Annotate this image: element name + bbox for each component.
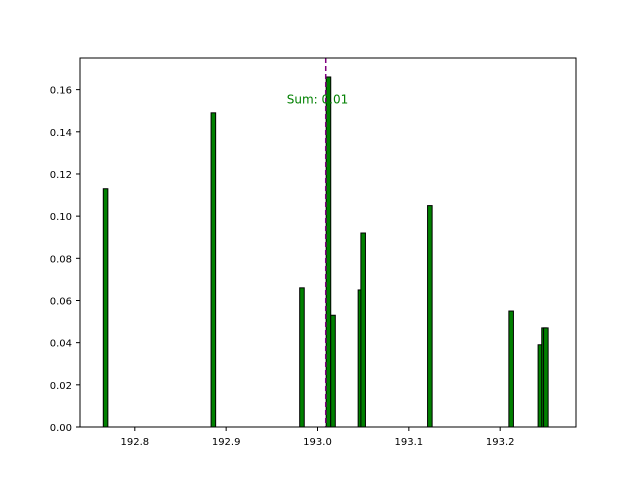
histogram-bar: [325, 76, 332, 428]
x-axis: 192.8 192.9 193.0 193.1 193.2: [120, 427, 515, 448]
x-tick-label: 192.8: [120, 437, 149, 448]
y-tick-label: 0.02: [50, 381, 72, 392]
y-tick-label: 0.10: [50, 212, 72, 223]
histogram-bar: [427, 205, 433, 428]
y-tick-label: 0.04: [50, 339, 72, 350]
y-tick-label: 0.16: [50, 86, 72, 97]
y-tick-label: 0.08: [50, 254, 72, 265]
y-tick-label: 0.14: [50, 128, 72, 139]
x-tick-label: 193.2: [486, 437, 515, 448]
histogram-bar: [210, 112, 217, 428]
x-tick-label: 192.9: [212, 437, 241, 448]
y-tick-label: 0.06: [50, 296, 72, 307]
histogram-bar: [102, 188, 109, 428]
histogram-bar: [330, 314, 336, 428]
x-tick-label: 193.0: [303, 437, 332, 448]
sum-annotation: Sum: 0.01: [287, 93, 349, 107]
histogram-bar: [299, 287, 305, 428]
histogram-bar: [543, 327, 549, 428]
y-axis: 0.00 0.02 0.04 0.06 0.08 0.10 0.12 0.14 0.16: [50, 86, 80, 434]
histogram-bar: [360, 232, 366, 428]
y-tick-label: 0.00: [50, 423, 72, 434]
y-tick-label: 0.12: [50, 170, 72, 181]
histogram-bar: [508, 310, 514, 428]
x-tick-label: 193.1: [395, 437, 424, 448]
plot-frame: [79, 57, 577, 428]
